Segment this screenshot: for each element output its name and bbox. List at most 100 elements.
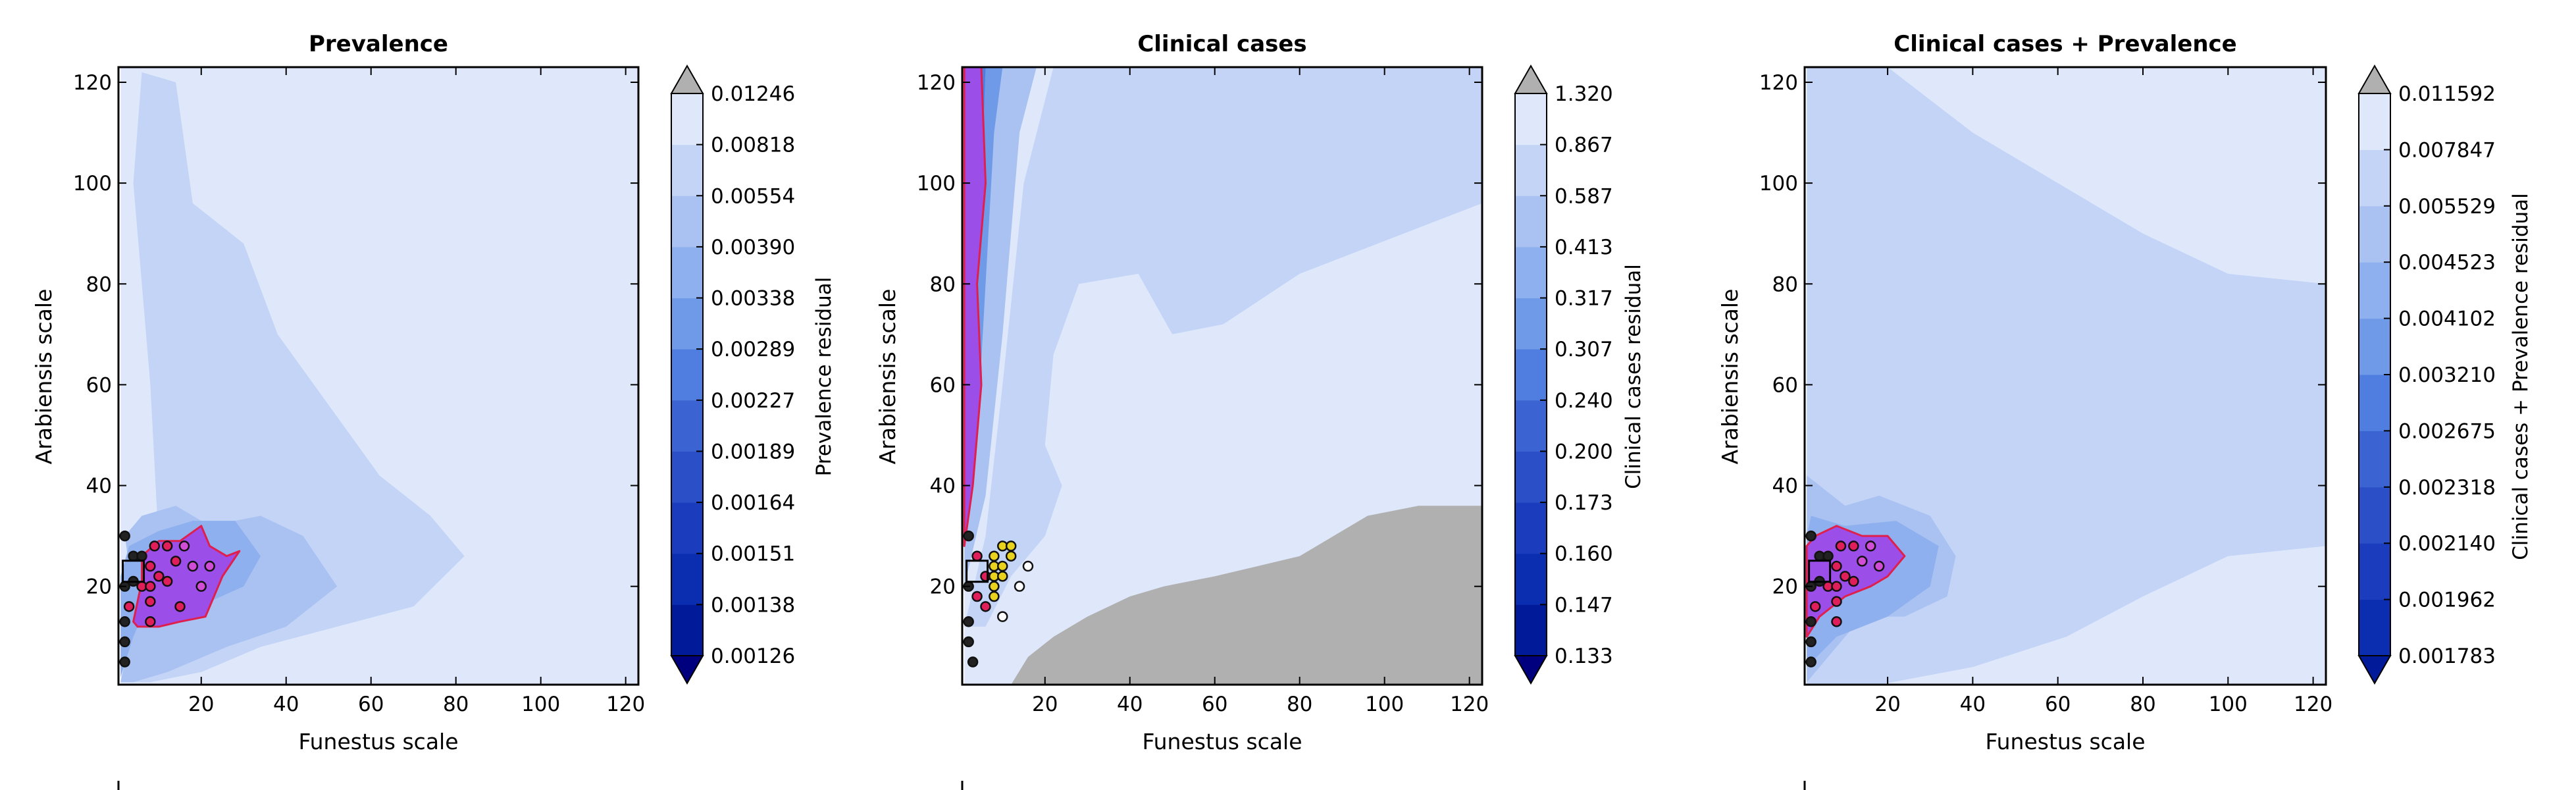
x-tick-label: 120	[2294, 693, 2332, 716]
data-point	[187, 560, 199, 572]
y-tick-label: 60	[930, 373, 956, 397]
data-point	[153, 571, 165, 582]
data-point	[1831, 616, 1842, 627]
data-point	[1822, 550, 1834, 562]
data-point	[145, 616, 156, 627]
data-point	[136, 550, 147, 562]
data-point	[1805, 636, 1816, 648]
data-point	[980, 601, 991, 612]
colorbar-band	[1515, 451, 1547, 503]
panel-title: Clinical cases	[1137, 31, 1306, 57]
colorbar-tick-label: 0.587	[1555, 184, 1613, 208]
colorbar-tick-label: 0.00289	[711, 338, 795, 361]
colorbar-tick-label: 0.001783	[2398, 645, 2496, 668]
contour-band-1	[964, 67, 1482, 627]
y-tick-label: 100	[73, 172, 112, 196]
x-axis-label: Funestus scale	[298, 729, 458, 754]
colorbar-band	[671, 196, 703, 248]
colorbar-tick-label: 0.147	[1555, 593, 1613, 617]
colorbar-label: Prevalence residual	[812, 277, 836, 477]
x-tick-label: 60	[1202, 693, 1227, 716]
data-point	[1873, 560, 1885, 572]
x-tick-label: 100	[2209, 693, 2248, 716]
data-point	[1014, 581, 1025, 592]
data-point	[1865, 540, 1876, 552]
data-point	[1835, 540, 1847, 552]
y-tick-label: 40	[1772, 475, 1798, 498]
colorbar-tick-label: 0.002675	[2398, 419, 2496, 443]
colorbar-band	[671, 298, 703, 350]
x-tick-label: 120	[1450, 693, 1489, 716]
y-tick-label: 80	[930, 273, 956, 296]
x-tick-label: 20	[1874, 693, 1900, 716]
x-axis-label: Funestus scale	[1142, 729, 1302, 754]
y-axis-label: Arabiensis scale	[1717, 289, 1743, 465]
colorbar-band	[2359, 599, 2390, 656]
data-point	[1805, 656, 1816, 668]
x-tick-label: 80	[2130, 693, 2155, 716]
data-point	[170, 556, 182, 567]
data-point	[963, 616, 974, 627]
colorbar-tick-label: 0.00126	[711, 645, 795, 668]
axes-frame	[1803, 66, 2327, 686]
colorbar-band	[671, 246, 703, 299]
colorbar-band	[2359, 375, 2390, 431]
x-tick-label: 60	[2045, 693, 2071, 716]
panel-prevalence: Prevalence Funestus scale Arabiensis sca…	[31, 31, 836, 790]
y-tick-label: 60	[1772, 373, 1798, 397]
colorbar-tick-label: 0.00338	[711, 287, 795, 311]
colorbar-band	[2359, 262, 2390, 319]
colorbar-band	[1515, 298, 1547, 350]
colorbar-tick-label: 0.00151	[711, 542, 795, 566]
data-point	[997, 611, 1008, 622]
data-point	[119, 656, 130, 668]
colorbar-band	[671, 144, 703, 196]
data-point	[1848, 540, 1859, 552]
colorbar-band	[671, 400, 703, 452]
over-range-region	[1011, 506, 1482, 685]
colorbar-tick-label: 0.005529	[2398, 195, 2496, 219]
colorbar-band	[1515, 553, 1547, 605]
data-point	[178, 540, 190, 552]
colorbar-band	[671, 502, 703, 554]
data-point	[971, 591, 983, 602]
colorbar-band	[2359, 318, 2390, 375]
colorbar-tick-label: 0.413	[1555, 236, 1613, 259]
panel-clinical-cases: Clinical cases Funestus scale Arabiensis…	[875, 31, 1645, 790]
data-point	[149, 540, 161, 552]
colorbar-extend-max	[1514, 64, 1548, 94]
x-tick-label: 40	[1117, 693, 1143, 716]
colorbar-band	[2359, 487, 2390, 544]
colorbar-tick-label: 0.317	[1555, 287, 1613, 311]
colorbar-tick-label: 0.002140	[2398, 532, 2496, 556]
colorbar-tick-label: 0.001962	[2398, 589, 2496, 612]
colorbar-tick-label: 0.00390	[711, 236, 795, 259]
data-point	[119, 530, 130, 542]
selected-marker	[122, 560, 145, 583]
y-tick-label: 120	[917, 71, 956, 95]
x-tick-label: 40	[1960, 693, 1986, 716]
colorbar-band	[1515, 349, 1547, 401]
plot-area	[963, 67, 1482, 685]
colorbar-tick-label: 0.002318	[2398, 476, 2496, 500]
data-point	[174, 601, 186, 612]
colorbar-tick-label: 0.007847	[2398, 138, 2496, 162]
x-tick-label: 20	[188, 693, 214, 716]
data-point	[1005, 550, 1017, 562]
x-tick-label: 120	[606, 693, 645, 716]
data-point	[1831, 560, 1842, 572]
x-tick-label: 100	[521, 693, 560, 716]
data-point	[204, 560, 215, 572]
y-tick-label: 40	[86, 475, 112, 498]
colorbar-tick-label: 0.240	[1555, 389, 1613, 413]
data-point	[1831, 581, 1842, 592]
colorbar-band	[2359, 205, 2390, 263]
x-tick-label: 60	[358, 693, 384, 716]
colorbar-band	[2359, 93, 2390, 150]
data-point	[989, 550, 1000, 562]
data-point	[997, 560, 1008, 572]
colorbar-frame	[1514, 93, 1547, 656]
data-point	[119, 636, 130, 648]
colorbar-band	[671, 553, 703, 605]
x-tick-label: 20	[1032, 693, 1058, 716]
